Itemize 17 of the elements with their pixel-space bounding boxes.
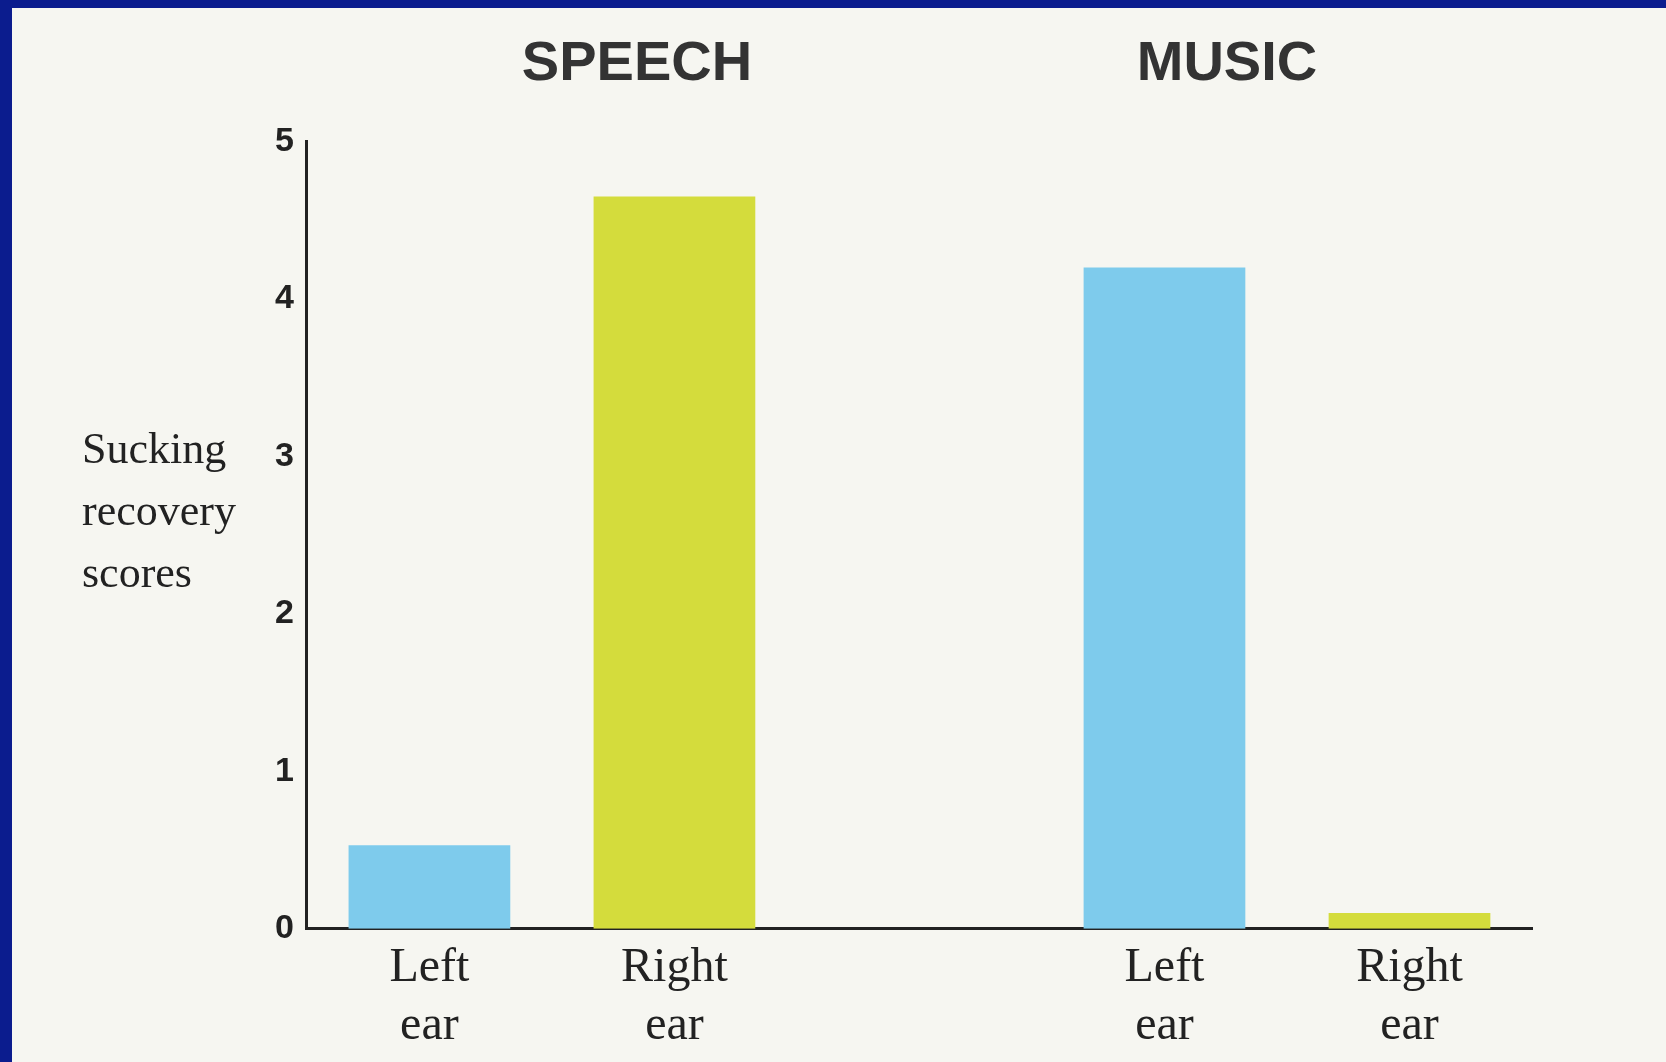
text: MUSIC (1135, 28, 1319, 93)
y-tick-label: 2 (274, 592, 294, 631)
x-tick-label: Right ear (621, 938, 729, 1049)
y-tick-label: 5 (274, 119, 294, 158)
y-tick-label: 4 (274, 277, 294, 316)
x-tick-label: Left ear (1124, 938, 1206, 1049)
y-axis-title: Sucking recovery scores (82, 424, 236, 597)
x-tick-label: Left ear (389, 938, 471, 1049)
bar (1328, 913, 1491, 929)
bar (593, 196, 756, 929)
y-tick-label: 1 (274, 749, 294, 788)
y-tick-label: 3 (274, 434, 294, 473)
bar (1083, 267, 1246, 929)
y-tick-label: 0 (274, 907, 294, 946)
bar (348, 845, 511, 929)
text: SPEECH (520, 28, 754, 93)
x-tick-label: Right ear (1356, 938, 1464, 1049)
